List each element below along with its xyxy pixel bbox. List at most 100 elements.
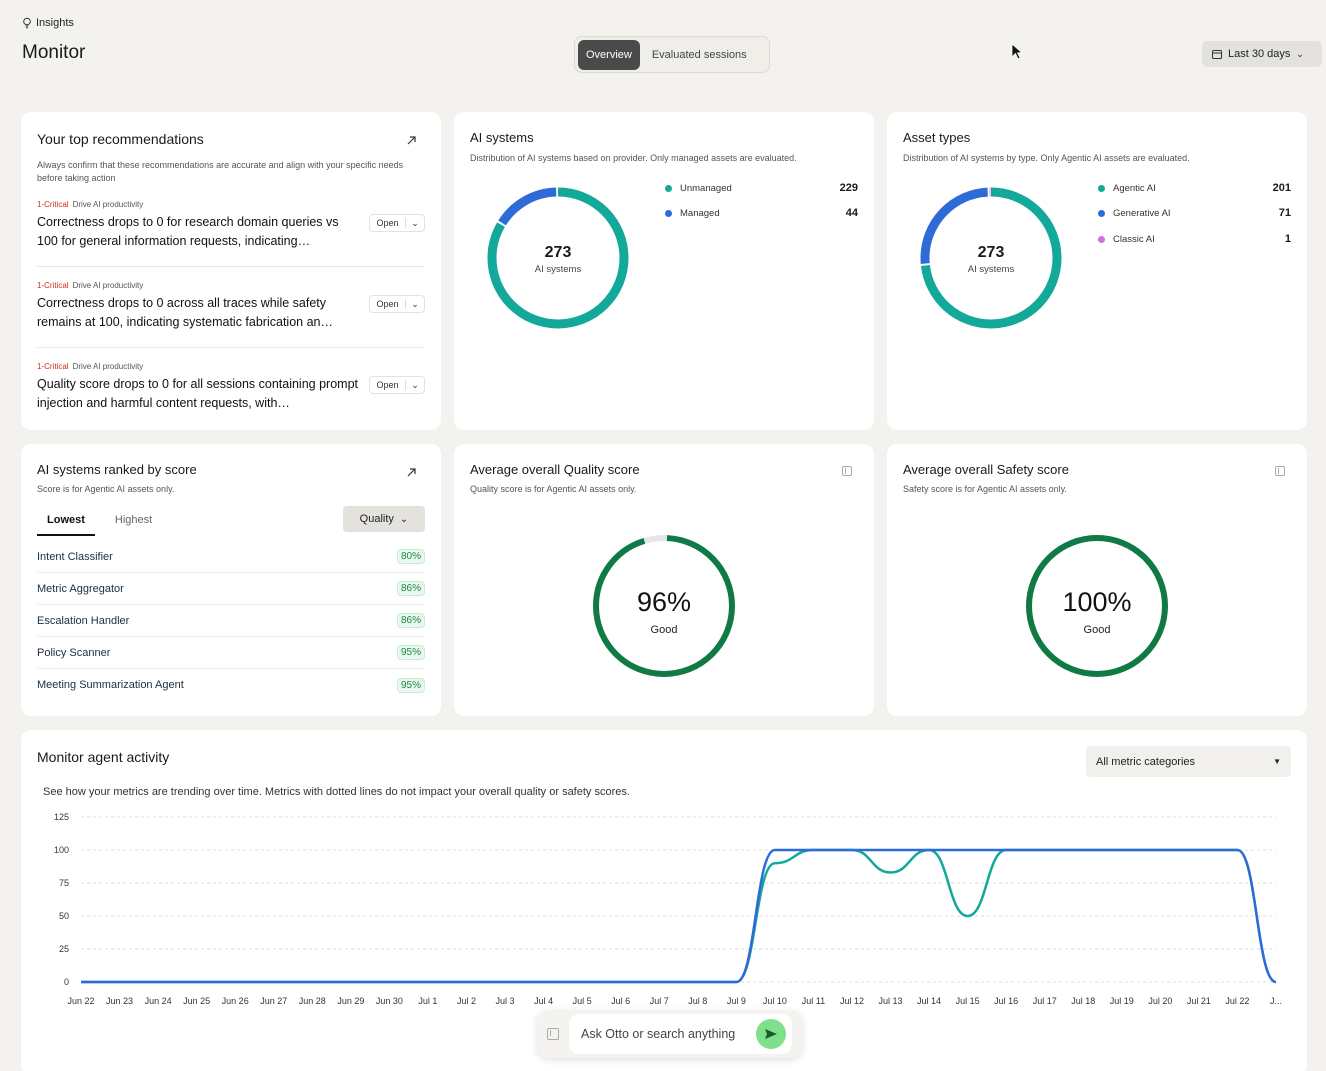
quality-center: 96% Good <box>589 587 739 636</box>
legend-item-generative-ai: Generative AI <box>1098 208 1171 219</box>
table-row[interactable]: Metric Aggregator 86% <box>37 573 425 605</box>
tab-highest[interactable]: Highest <box>114 514 153 526</box>
metric-category-select[interactable]: All metric categories ▼ <box>1086 746 1291 777</box>
y-tick-label: 125 <box>54 812 69 822</box>
sidebar-toggle-icon[interactable] <box>842 466 852 476</box>
send-button[interactable] <box>756 1019 786 1049</box>
sidebar-toggle-icon[interactable] <box>1275 466 1285 476</box>
system-name[interactable]: Metric Aggregator <box>37 582 124 595</box>
system-name[interactable]: Policy Scanner <box>37 646 111 659</box>
quality-ring <box>593 535 735 677</box>
y-tick-label: 75 <box>59 878 69 888</box>
y-tick-label: 0 <box>64 977 69 987</box>
legend-item-managed: Managed <box>665 208 720 219</box>
system-name[interactable]: Meeting Summarization Agent <box>37 679 184 691</box>
tab-overview[interactable]: Overview <box>578 39 640 70</box>
legend-value: 44 <box>845 207 858 219</box>
expand-arrow-icon[interactable] <box>407 136 416 145</box>
ai-systems-title: AI systems <box>470 130 534 145</box>
donut-total-label: AI systems <box>534 264 582 275</box>
lightbulb-icon <box>23 17 31 29</box>
chevron-down-icon[interactable]: ⌄ <box>411 298 419 309</box>
tab-evaluated-sessions[interactable]: Evaluated sessions <box>651 48 747 61</box>
severity-badge: 1-Critical <box>37 281 69 290</box>
x-tick-label: Jun 26 <box>222 996 249 1006</box>
x-tick-label: Jul 22 <box>1225 996 1249 1006</box>
y-tick-label: 25 <box>59 944 69 954</box>
x-tick-label: Jul 19 <box>1110 996 1134 1006</box>
donut-total: 273 <box>544 244 572 261</box>
recommendation-item[interactable]: 1-Critical Drive AI productivity Correctn… <box>37 200 425 251</box>
category-label: Drive AI productivity <box>72 281 144 290</box>
x-tick-label: Jul 4 <box>534 996 553 1006</box>
chevron-down-icon[interactable]: ⌄ <box>411 379 419 390</box>
calendar-icon <box>1212 50 1222 59</box>
x-tick-label: Jul 17 <box>1033 996 1057 1006</box>
table-row[interactable]: Escalation Handler 86% <box>37 605 425 637</box>
donut-segment <box>920 187 1062 329</box>
legend-item-classic-ai: Classic AI <box>1098 234 1155 245</box>
ranked-card: AI systems ranked by score Score is for … <box>21 444 441 716</box>
recommendation-item[interactable]: 1-Critical Drive AI productivity Correctn… <box>37 281 425 332</box>
table-row[interactable]: Policy Scanner 95% <box>37 637 425 669</box>
quality-value: 96% <box>636 587 692 617</box>
legend-swatch <box>1098 236 1105 243</box>
legend-value: 71 <box>1278 207 1291 219</box>
x-tick-label: Jul 3 <box>496 996 515 1006</box>
caret-down-icon: ▼ <box>1273 757 1281 766</box>
ask-bar: Ask Otto or search anything <box>537 1010 802 1058</box>
date-range-label: Last 30 days <box>1228 48 1291 60</box>
date-range-button[interactable]: Last 30 days ⌄ <box>1202 41 1322 67</box>
quality-rating: Good <box>650 624 678 636</box>
page-title: Monitor <box>22 42 86 63</box>
x-tick-label: Jul 8 <box>688 996 707 1006</box>
x-tick-label: Jul 21 <box>1187 996 1211 1006</box>
recommendation-text: Correctness drops to 0 across all traces… <box>37 296 333 329</box>
breadcrumb[interactable]: Insights <box>22 17 74 29</box>
panel-toggle-icon[interactable] <box>547 1028 559 1040</box>
asset-types-card: Asset types Distribution of AI systems b… <box>887 112 1307 430</box>
activity-subtitle: See how your metrics are trending over t… <box>43 786 630 798</box>
system-name[interactable]: Intent Classifier <box>37 550 113 563</box>
donut-total: 273 <box>977 244 1005 261</box>
safety-ring <box>1026 535 1168 677</box>
chevron-down-icon: ⌄ <box>399 513 409 525</box>
open-button[interactable]: Open ⌄ <box>369 295 425 313</box>
x-tick-label: Jul 10 <box>763 996 787 1006</box>
safety-subtitle: Safety score is for Agentic AI assets on… <box>903 484 1067 494</box>
metric-select[interactable]: Quality ⌄ <box>343 506 425 532</box>
activity-line-chart: 0 25 50 75 100 125 Jun 22 Jun 23 Jun 24 Jun 25 Jun… <box>54 812 1282 1006</box>
safety-center: 100% Good <box>1022 587 1172 636</box>
metric-category-label: All metric categories <box>1096 755 1196 768</box>
x-tick-label: Jul 2 <box>457 996 476 1006</box>
category-label: Drive AI productivity <box>72 362 144 371</box>
divider <box>37 266 425 267</box>
ai-systems-donut <box>487 187 629 329</box>
tab-lowest[interactable]: Lowest <box>37 510 95 536</box>
x-tick-label: Jul 11 <box>802 996 825 1006</box>
x-tick-label: Jun 23 <box>106 996 133 1006</box>
table-row[interactable]: Meeting Summarization Agent 95% <box>37 669 425 701</box>
category-label: Drive AI productivity <box>72 200 144 209</box>
ask-input[interactable]: Ask Otto or search anything <box>569 1014 792 1054</box>
breadcrumb-label: Insights <box>36 17 74 29</box>
expand-arrow-icon[interactable] <box>407 468 416 477</box>
system-name[interactable]: Escalation Handler <box>37 614 130 627</box>
x-tick-label: Jul 15 <box>956 996 980 1006</box>
y-tick-label: 50 <box>59 911 69 921</box>
recommendation-item[interactable]: 1-Critical Drive AI productivity Quality … <box>37 362 425 413</box>
open-button[interactable]: Open ⌄ <box>369 376 425 394</box>
chevron-down-icon[interactable]: ⌄ <box>411 217 419 228</box>
recommendations-title: Your top recommendations <box>37 131 204 147</box>
x-tick-label: Jun 27 <box>260 996 287 1006</box>
open-button[interactable]: Open ⌄ <box>369 214 425 232</box>
x-tick-label: Jun 25 <box>183 996 210 1006</box>
ai-systems-card: AI systems Distribution of AI systems ba… <box>454 112 874 430</box>
view-tabs: Overview Evaluated sessions <box>574 36 770 73</box>
score-badge: 86% <box>396 613 425 628</box>
table-row[interactable]: Intent Classifier 80% <box>37 541 425 573</box>
legend-item-unmanaged: Unmanaged <box>665 183 732 194</box>
score-badge: 80% <box>396 549 425 564</box>
series-line-1 <box>80 848 1277 984</box>
ask-placeholder: Ask Otto or search anything <box>581 1027 736 1041</box>
